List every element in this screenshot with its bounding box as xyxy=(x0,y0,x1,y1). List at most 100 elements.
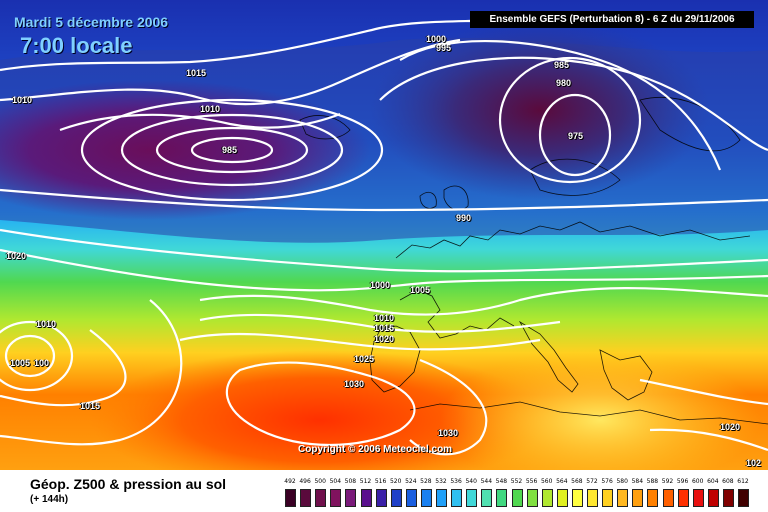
forecast-lead-time: (+ 144h) xyxy=(30,494,69,505)
legend-color-swatch xyxy=(420,489,432,507)
isobar-label: 1020 xyxy=(374,334,395,344)
isobar-label: 1005 xyxy=(410,285,431,295)
legend-tick-label: 540 xyxy=(465,478,477,485)
legend-tick-label: 576 xyxy=(601,478,613,485)
legend-tick-label: 588 xyxy=(646,478,659,485)
legend-color-swatch xyxy=(481,489,493,507)
legend-tick-label: 492 xyxy=(284,478,296,485)
isobar-label: 1010 xyxy=(374,313,395,323)
legend-tick-label: 600 xyxy=(691,478,704,485)
legend-tick-label: 604 xyxy=(707,478,719,485)
legend-tick-label: 572 xyxy=(586,478,598,485)
forecast-time: 7:00 locale xyxy=(20,33,133,58)
legend-tick-label: 520 xyxy=(389,478,402,485)
legend-color-swatch xyxy=(390,489,402,507)
isobar-label: 1020 xyxy=(720,422,741,432)
legend-color-swatch xyxy=(692,489,704,507)
legend-tick-label: 508 xyxy=(344,478,357,485)
legend-tick-label: 596 xyxy=(676,478,689,485)
legend-color-swatch xyxy=(511,489,523,507)
legend-tick-label: 496 xyxy=(299,478,311,485)
legend-tick-label: 500 xyxy=(314,478,326,485)
isobar-label: 100 xyxy=(34,358,50,368)
legend-tick-label: 580 xyxy=(616,478,628,485)
legend-color-swatch xyxy=(436,489,447,507)
forecast-date: Mardi 5 décembre 2006 xyxy=(14,14,169,30)
isobar-label: 990 xyxy=(456,213,472,223)
legend-color-swatch xyxy=(496,489,508,507)
legend-tick-label: 560 xyxy=(540,478,553,485)
legend-color-swatch xyxy=(330,489,342,507)
map-footer: Géop. Z500 & pression au sol (+ 144h) 49… xyxy=(0,470,768,512)
legend-tick-label: 568 xyxy=(571,478,583,485)
isobar-label: 102 xyxy=(746,458,762,468)
isobar-label: 985 xyxy=(554,60,570,70)
isobar-label: 995 xyxy=(436,43,452,53)
isobar-label: 1000 xyxy=(370,280,391,290)
legend-tick-label: 528 xyxy=(420,478,432,485)
legend-tick-label: 608 xyxy=(722,478,734,485)
color-scale-legend: 492 496 500 504 508 512 516 520 524 528 532 536 540 5… xyxy=(284,478,753,508)
legend-color-swatch xyxy=(375,489,387,507)
isobar-label: 1010 xyxy=(200,104,221,114)
isobar-label: 1005 xyxy=(10,358,31,368)
run-info-banner: Ensemble GEFS (Perturbation 8) - 6 Z du … xyxy=(470,11,754,28)
isobar-label: 1030 xyxy=(344,379,365,389)
isobar-label: 1015 xyxy=(374,323,395,333)
isobar-label: 1015 xyxy=(186,68,207,78)
legend-color-swatch xyxy=(466,489,478,507)
legend-tick-label: 516 xyxy=(374,478,387,485)
legend-color-swatch xyxy=(405,489,417,507)
legend-tick-label: 564 xyxy=(556,478,568,485)
isobar-label: 1030 xyxy=(438,428,459,438)
isobar-label: 1010 xyxy=(12,95,33,105)
legend-color-swatch xyxy=(632,489,644,507)
legend-color-swatch xyxy=(541,489,553,507)
legend-color-swatch xyxy=(571,489,583,507)
legend-tick-label: 512 xyxy=(359,478,372,485)
low-pressure-shade-north xyxy=(370,20,710,200)
legend-color-swatch xyxy=(285,489,296,507)
legend-color-swatch xyxy=(451,489,463,507)
legend-color-swatch xyxy=(526,489,538,507)
legend-color-swatch xyxy=(662,489,674,507)
legend-color-swatch xyxy=(345,489,357,507)
weather-map: Mardi 5 décembre 2006 7:00 locale Ensemb… xyxy=(0,0,768,470)
isobar-label: 985 xyxy=(222,145,238,155)
isobar-label: 1010 xyxy=(36,319,57,329)
legend-color-swatch xyxy=(647,489,659,507)
legend-color-swatch xyxy=(360,489,372,507)
legend-color-swatch xyxy=(587,489,598,507)
isobar-label: 975 xyxy=(568,131,584,141)
low-pressure-shade-west xyxy=(0,80,370,220)
legend-tick-label: 584 xyxy=(631,478,644,485)
isobar-label: 980 xyxy=(556,78,572,88)
legend-color-swatch xyxy=(602,489,614,507)
legend-color-swatch xyxy=(556,489,568,507)
legend-tick-label: 536 xyxy=(450,478,462,485)
copyright-text: Copyright © 2006 Meteociel.com xyxy=(298,444,453,455)
legend-tick-label: 524 xyxy=(405,478,417,485)
isobar-lines xyxy=(0,18,768,456)
legend-color-swatch xyxy=(677,489,689,507)
legend-color-swatch xyxy=(315,489,327,507)
isobar-label: 1015 xyxy=(80,401,101,411)
legend-color-swatch xyxy=(300,489,312,507)
map-graphic xyxy=(0,0,768,470)
legend-color-swatch xyxy=(707,489,719,507)
legend-tick-label: 592 xyxy=(661,478,674,485)
legend-color-swatch xyxy=(738,489,749,507)
isobar-label: 1025 xyxy=(354,354,375,364)
coastlines xyxy=(299,97,768,425)
isobar-label: 1020 xyxy=(6,251,27,261)
legend-tick-label: 532 xyxy=(435,478,447,485)
legend-tick-label: 556 xyxy=(525,478,538,485)
isobar-label: 1000 xyxy=(426,34,447,44)
product-title: Géop. Z500 & pression au sol xyxy=(30,476,227,492)
legend-color-swatch xyxy=(617,489,629,507)
legend-tick-label: 548 xyxy=(495,478,508,485)
legend-tick-label: 612 xyxy=(737,478,749,485)
legend-tick-label: 552 xyxy=(510,478,523,485)
legend-tick-label: 544 xyxy=(480,478,493,485)
legend-tick-label: 504 xyxy=(329,478,342,485)
